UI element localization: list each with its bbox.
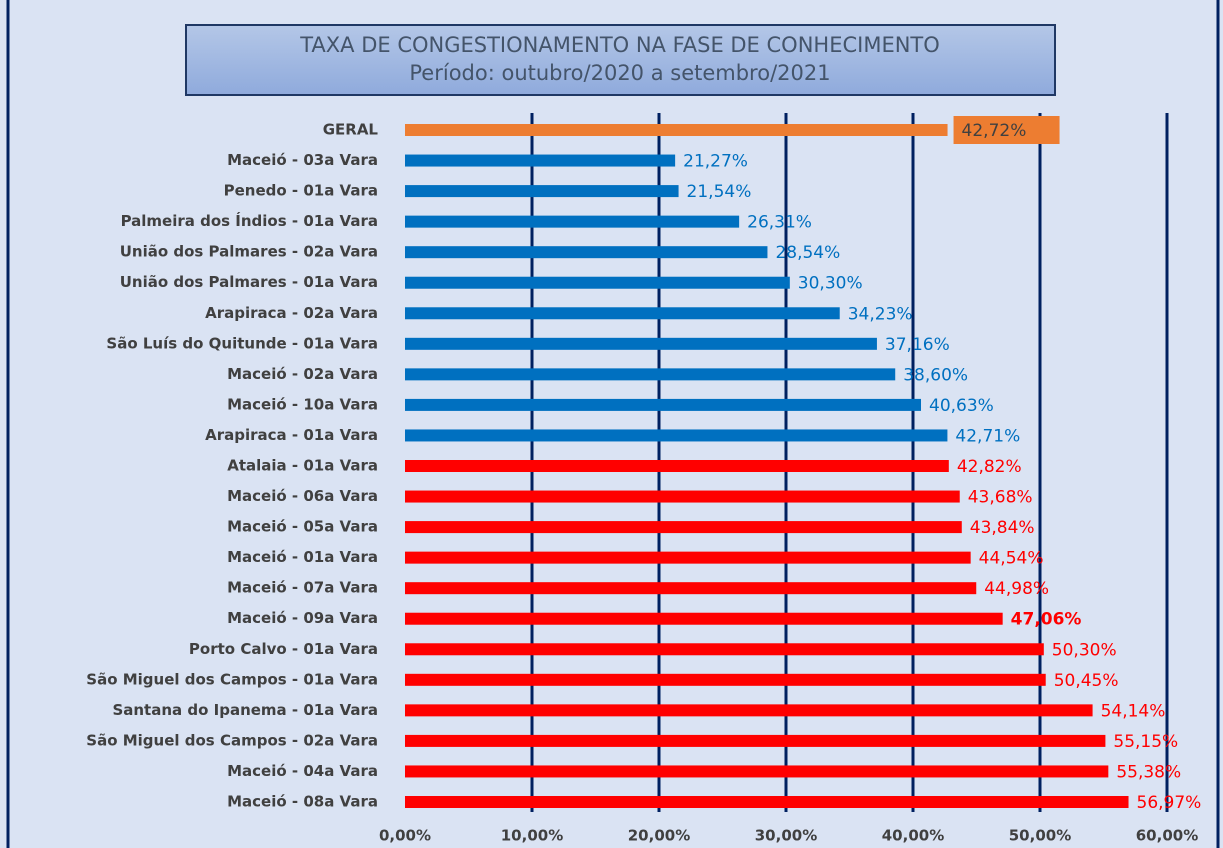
y-tick-label: Maceió - 09a Vara	[227, 609, 378, 627]
x-tick-label: 40,00%	[882, 827, 944, 845]
value-label-box	[953, 116, 1060, 144]
y-tick-label: União dos Palmares - 01a Vara	[120, 273, 378, 291]
x-tick-label: 10,00%	[501, 827, 563, 845]
value-label: 38,60%	[903, 365, 968, 385]
y-tick-label: Palmeira dos Índios - 01a Vara	[121, 211, 378, 230]
y-tick-label: União dos Palmares - 02a Vara	[120, 243, 378, 261]
bar	[405, 765, 1109, 778]
y-tick-label: Maceió - 06a Vara	[227, 487, 378, 505]
bar	[405, 704, 1093, 717]
x-tick-label: 20,00%	[628, 827, 690, 845]
value-label: 42,82%	[957, 457, 1022, 477]
x-tick-label: 60,00%	[1136, 827, 1198, 845]
value-label: 50,30%	[1052, 640, 1117, 660]
bar	[405, 368, 896, 381]
title-box	[185, 24, 1056, 96]
y-tick-label: Maceió - 08a Vara	[227, 793, 378, 811]
bar	[405, 185, 679, 198]
value-label: 30,30%	[798, 274, 863, 294]
bar	[405, 307, 840, 320]
bar	[405, 490, 960, 503]
value-label: 56,97%	[1137, 793, 1202, 813]
y-tick-label: São Miguel dos Campos - 02a Vara	[86, 731, 378, 749]
value-label: 21,54%	[687, 182, 752, 202]
bar	[405, 521, 962, 534]
value-label: 54,14%	[1101, 701, 1166, 721]
y-tick-label: Maceió - 10a Vara	[227, 395, 378, 413]
bar	[405, 643, 1044, 656]
bar	[405, 734, 1106, 747]
value-label: 55,38%	[1116, 762, 1181, 782]
value-label: 34,23%	[848, 304, 913, 324]
x-tick-label: 30,00%	[755, 827, 817, 845]
value-label: 37,16%	[885, 335, 950, 355]
y-tick-label: Santana do Ipanema - 01a Vara	[112, 701, 378, 719]
y-tick-label: Maceió - 07a Vara	[227, 579, 378, 597]
y-tick-label: Porto Calvo - 01a Vara	[189, 640, 378, 658]
y-tick-label: Maceió - 03a Vara	[227, 151, 378, 169]
value-label: 43,68%	[968, 488, 1033, 508]
x-tick-label: 50,00%	[1009, 827, 1071, 845]
bar	[405, 124, 948, 136]
bar	[405, 246, 768, 259]
bar	[405, 154, 676, 167]
y-tick-label: Maceió - 04a Vara	[227, 762, 378, 780]
value-label: 40,63%	[929, 396, 994, 416]
bar	[405, 337, 877, 350]
bar	[405, 429, 948, 442]
y-tick-label: Arapiraca - 01a Vara	[205, 426, 378, 444]
value-label: 44,54%	[979, 549, 1044, 569]
value-label: 47,06%	[1011, 610, 1082, 630]
y-tick-label: Maceió - 05a Vara	[227, 518, 378, 536]
bar	[405, 460, 949, 472]
bar	[405, 276, 790, 289]
value-label: 50,45%	[1054, 671, 1119, 691]
y-tick-label: Arapiraca - 02a Vara	[205, 304, 378, 322]
bar	[405, 215, 740, 228]
value-label: 42,72%	[962, 121, 1027, 141]
bar	[405, 582, 977, 595]
y-tick-label: São Luís do Quitunde - 01a Vara	[106, 334, 378, 352]
bar	[405, 673, 1046, 686]
y-tick-label: Maceió - 02a Vara	[227, 365, 378, 383]
bar	[405, 398, 922, 411]
y-tick-label: São Miguel dos Campos - 01a Vara	[86, 670, 378, 688]
value-label: 26,31%	[747, 213, 812, 233]
bar	[405, 551, 971, 564]
chart-subtitle: Período: outubro/2020 a setembro/2021	[409, 61, 830, 85]
bar	[405, 612, 1003, 625]
y-tick-label: Atalaia - 01a Vara	[227, 457, 378, 475]
value-label: 28,54%	[775, 243, 840, 263]
y-tick-label: Maceió - 01a Vara	[227, 548, 378, 566]
y-tick-label: GERAL	[323, 121, 379, 139]
x-tick-label: 0,00%	[379, 827, 431, 845]
chart-title: TAXA DE CONGESTIONAMENTO NA FASE DE CONH…	[299, 33, 940, 57]
y-tick-label: Penedo - 01a Vara	[224, 182, 378, 200]
value-label: 21,27%	[683, 152, 748, 172]
value-label: 42,71%	[955, 426, 1020, 446]
value-label: 43,84%	[970, 518, 1035, 538]
value-label: 55,15%	[1113, 732, 1178, 752]
value-label: 44,98%	[984, 579, 1049, 599]
bar	[405, 796, 1129, 808]
